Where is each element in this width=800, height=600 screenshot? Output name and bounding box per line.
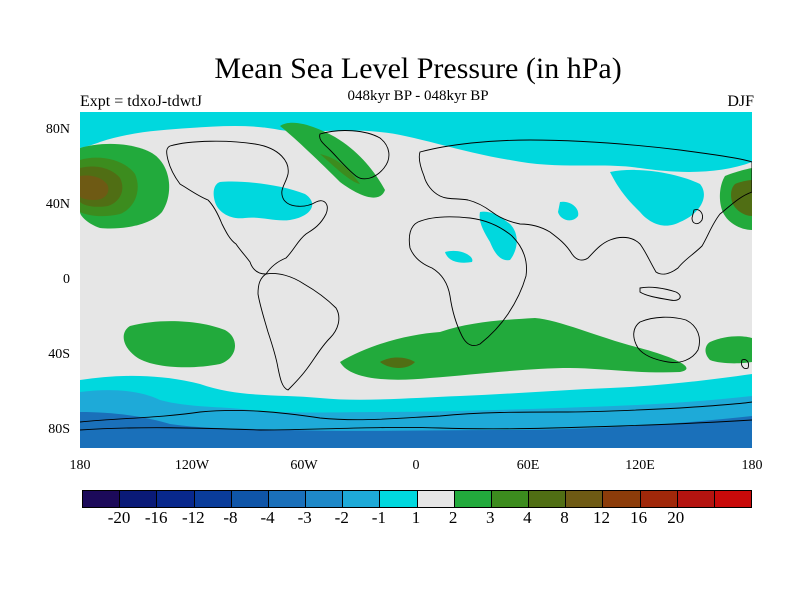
subtitle: 048kyr BP - 048kyr BP (347, 88, 489, 104)
y-tick-80s: 80S (48, 422, 70, 437)
colorbar-label: 1 (411, 508, 421, 527)
coast-south-america (257, 273, 340, 391)
colorbar-swatch (380, 491, 418, 507)
coast-nz (741, 359, 749, 369)
coast-australia (633, 316, 700, 363)
contour-asia-neg2 (558, 201, 579, 221)
contour-north-band (80, 112, 752, 172)
colorbar-label: -8 (223, 508, 238, 527)
coast-africa (408, 216, 527, 347)
contour-satl-core (380, 357, 415, 368)
x-tick-0: 0 (412, 458, 420, 473)
colorbar-label: -16 (144, 508, 168, 527)
colorbar-label: -1 (371, 508, 386, 527)
x-tick-60w: 60W (290, 458, 318, 473)
colorbar-swatch (566, 491, 604, 507)
colorbar-label: 3 (485, 508, 495, 527)
colorbar-swatch (83, 491, 121, 507)
coast-japan (691, 209, 703, 225)
x-tick-180w: 180 (69, 458, 91, 473)
contour-sh-band (123, 321, 236, 368)
colorbar-label: -2 (334, 508, 349, 527)
colorbar-swatch (157, 491, 195, 507)
colorbar-swatch (714, 491, 752, 507)
contour-spac-pos (705, 336, 752, 364)
y-tick-40s: 40S (48, 347, 70, 362)
contour-sahara-neg (445, 250, 473, 263)
colorbar-label: -3 (297, 508, 312, 527)
coast-north-america (166, 140, 328, 275)
colorbar-label: 4 (523, 508, 532, 527)
colorbar-swatch (529, 491, 567, 507)
contour-mideast-neg (479, 211, 517, 261)
colorbar-swatch (306, 491, 344, 507)
colorbar-swatch (231, 491, 269, 507)
colorbar-label: -12 (181, 508, 205, 527)
colorbar-swatch (491, 491, 530, 507)
map (80, 112, 752, 448)
coast-antarctica-2 (80, 419, 752, 431)
colorbar-swatch (454, 491, 492, 507)
season-label: DJF (727, 93, 754, 110)
x-tick-120e: 120E (625, 458, 655, 473)
contour-asia-neg (610, 169, 704, 226)
colorbar-swatch (120, 491, 158, 507)
contour-npac-pos4 (80, 175, 109, 200)
contour-satl-pos (340, 318, 687, 380)
colorbar-label: 2 (448, 508, 458, 527)
colorbar-label: 20 (667, 508, 685, 527)
contour-south-band3 (80, 412, 752, 448)
coast-eurasia (418, 139, 752, 275)
colorbar-swatch (417, 491, 455, 507)
contour-north-patch (405, 112, 465, 127)
colorbar-swatch (603, 491, 641, 507)
colorbar-swatch (194, 491, 232, 507)
x-tick-120w: 120W (174, 458, 210, 473)
contour-epac-pos2 (731, 180, 752, 216)
x-tick-60e: 60E (516, 458, 540, 473)
colorbar-label: -20 (107, 508, 131, 527)
coast-indonesia (639, 286, 681, 301)
y-tick-80n: 80N (45, 122, 70, 137)
contour-arctic-pos-core (320, 154, 360, 184)
page-title: Mean Sea Level Pressure (in hPa) (214, 52, 622, 85)
colorbar-swatch (343, 491, 381, 507)
colorbar-swatch (640, 491, 678, 507)
experiment-label: Expt = tdxoJ-tdwtJ (80, 93, 202, 110)
colorbar-label: 16 (630, 508, 648, 527)
contour-natl-neg (213, 181, 313, 221)
colorbar (82, 490, 752, 508)
colorbar-label: -4 (260, 508, 275, 527)
x-tick-180e: 180 (741, 458, 763, 473)
colorbar-label: 8 (560, 508, 569, 527)
coast-antarctica (80, 401, 752, 423)
colorbar-label: 12 (593, 508, 611, 527)
y-tick-0: 0 (63, 272, 70, 287)
y-tick-40n: 40N (45, 197, 70, 212)
colorbar-swatch (677, 491, 715, 507)
coast-greenland (319, 130, 390, 180)
colorbar-swatch (268, 491, 307, 507)
